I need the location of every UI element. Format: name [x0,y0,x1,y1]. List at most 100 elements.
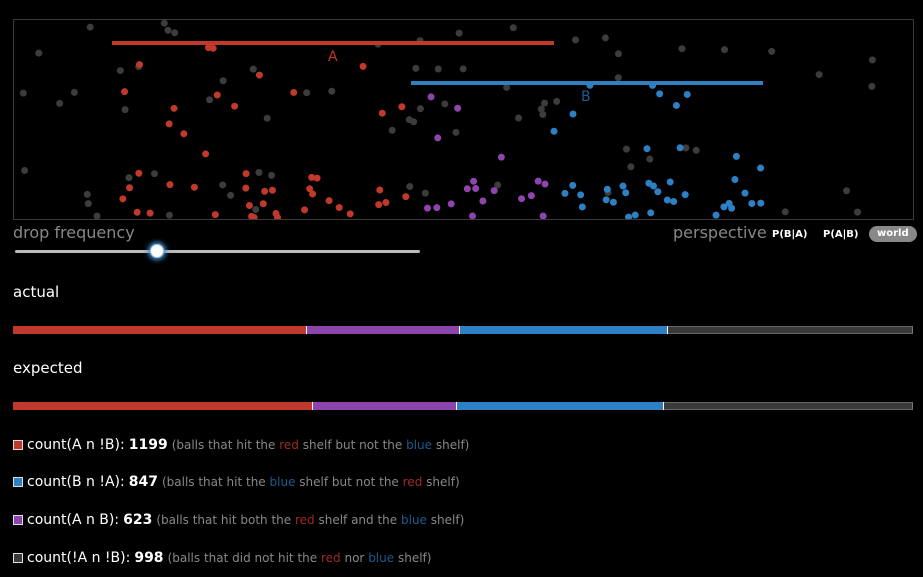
ball-gray [84,200,92,208]
ball-gray [601,34,609,42]
perspective-world-button[interactable]: world [869,226,917,242]
ball-red [402,193,410,201]
drop-frequency-slider-handle[interactable] [149,244,164,258]
ball-gray [268,171,276,179]
ball-red [245,201,253,209]
ball-blue [603,185,611,193]
actual-segment-b-not-a [460,326,669,334]
ball-gray [125,174,133,182]
ball-red [190,183,198,191]
ball-gray [614,50,622,58]
ball-purple [433,204,441,212]
ball-blue [656,90,664,98]
ball-red [121,88,129,96]
ball-gray [868,82,876,90]
ball-blue [577,191,585,199]
ball-red [382,199,390,207]
ball-gray [388,126,396,134]
ball-red [242,170,250,178]
ball-gray [160,20,168,27]
ball-blue [732,152,740,160]
drop-frequency-slider[interactable] [15,250,420,253]
ball-gray [421,189,429,197]
ball-gray [249,65,257,73]
legend-swatch-red [13,440,23,450]
ball-blue [720,203,728,211]
ball-purple [423,204,431,212]
ball-gray [227,191,235,199]
ball-gray [93,212,101,219]
ball-blue [569,110,577,118]
ball-red [119,195,127,203]
ball-blue [712,211,720,219]
ball-red [378,109,386,117]
drop-frequency-label: drop frequency [13,223,135,242]
ball-gray [622,145,630,153]
ball-red [250,214,258,219]
ball-red [180,130,188,138]
ball-blue [622,189,630,197]
expected-bar [13,402,913,410]
ball-blue [670,198,678,206]
ball-purple [539,212,547,219]
actual-title: actual [13,283,60,301]
expected-segment-neither [663,402,913,410]
ball-red [170,104,178,112]
ball-red [306,185,314,193]
ball-red [376,186,384,194]
legend-label: count(A n B): [27,512,120,528]
ball-gray [441,100,449,108]
ball-purple [534,177,542,185]
expected-segment-a-not-b [13,402,313,410]
ball-gray [692,146,700,154]
actual-segment-a-and-b [307,326,461,334]
ball-red [136,61,144,69]
ball-gray [434,65,442,73]
ball-gray [503,83,511,91]
ball-red [398,103,406,111]
ball-gray [459,65,467,73]
shelf-b [411,81,763,85]
ball-blue [725,199,733,207]
perspective-label: perspective [673,223,767,242]
ball-gray [219,181,227,189]
ball-blue [625,213,633,219]
ball-purple [490,187,498,195]
ball-gray [843,187,851,195]
ball-blue [741,189,749,197]
ball-red [325,197,333,205]
ball-gray [515,114,523,122]
ball-red [308,173,316,181]
ball-gray [56,99,64,107]
perspective-a-given-b-button[interactable]: P(A|B) [823,229,859,240]
ball-gray [255,168,263,176]
perspective-b-given-a-button[interactable]: P(B|A) [772,229,808,240]
ball-red [211,211,219,219]
ball-gray [171,29,179,37]
ball-gray [263,114,271,122]
legend-value: 847 [128,474,158,490]
legend-row-a-not-b: count(A n !B): 1199 (balls that hit the … [13,437,469,453]
ball-blue [748,200,756,208]
legend-swatch-purple [13,515,23,525]
expected-title: expected [13,359,83,377]
ball-gray [854,208,862,216]
ball-gray [35,49,43,57]
ball-blue [550,127,558,135]
ball-red [135,169,143,177]
ball-blue [731,176,739,184]
ball-red [346,210,354,218]
ball-gray [868,56,876,64]
ball-red [335,204,343,212]
ball-gray [571,36,579,44]
ball-red [213,91,221,99]
ball-gray [206,96,214,104]
ball-gray [553,97,561,105]
ball-blue [602,196,610,204]
ball-purple [427,93,435,101]
shelf-a-label: A [328,49,338,65]
ball-red [166,181,174,189]
ball-gray [219,77,227,85]
ball-gray [416,105,424,113]
